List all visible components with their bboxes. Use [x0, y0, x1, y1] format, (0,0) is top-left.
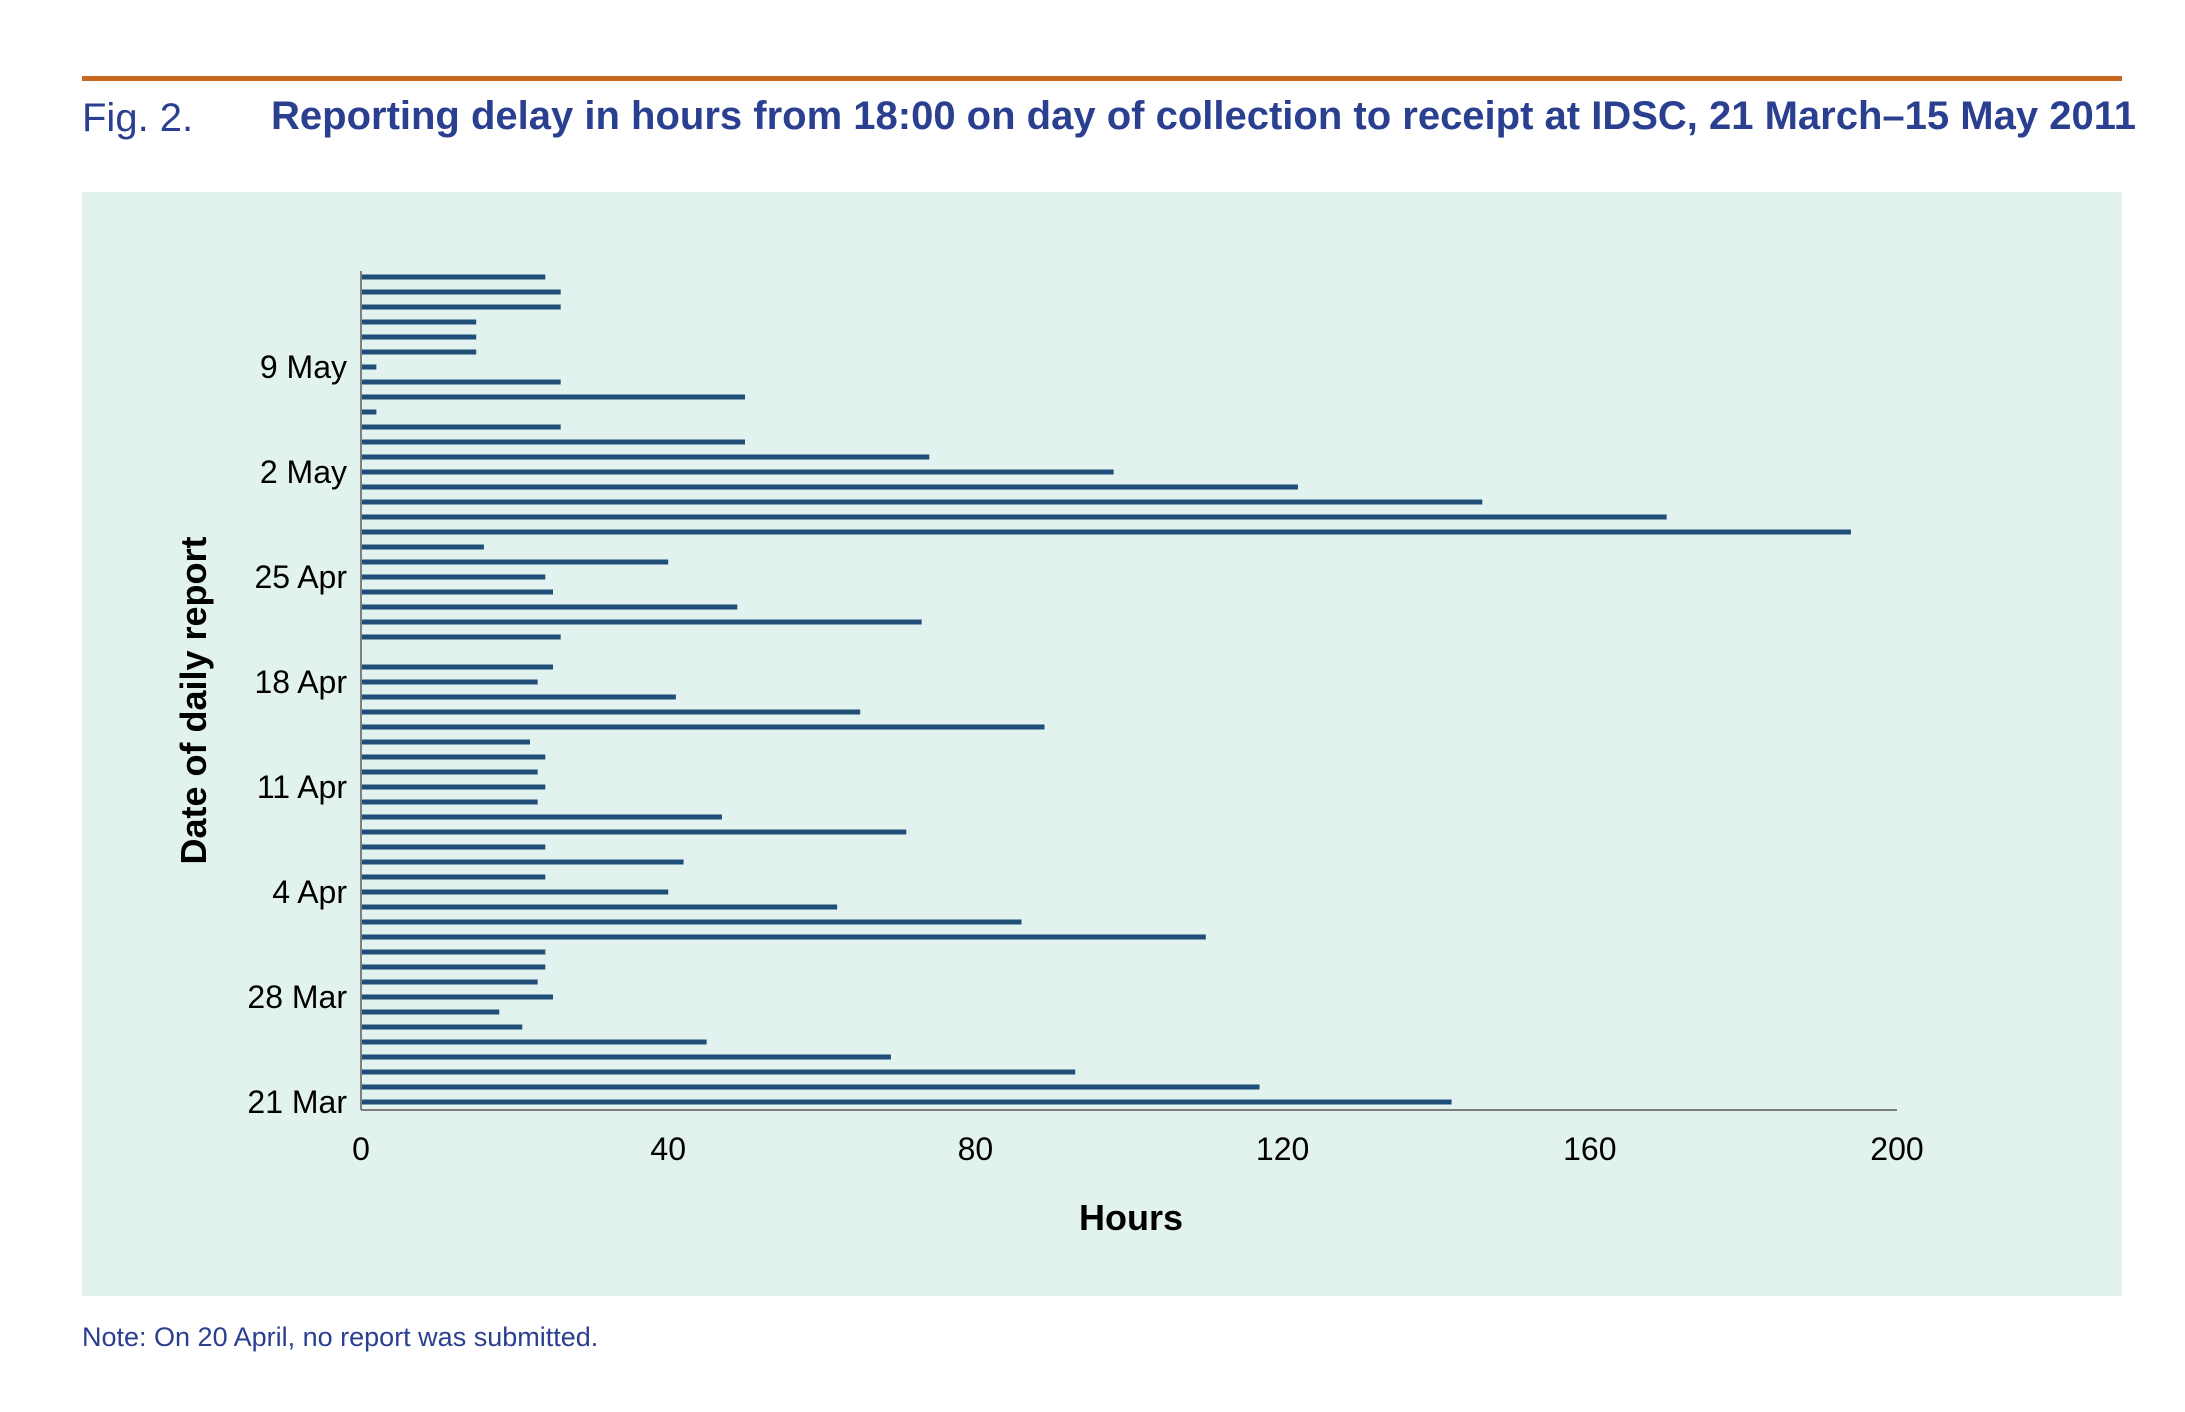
bar-14-apr — [361, 739, 530, 745]
y-tick-label-4-apr: 4 Apr — [272, 874, 347, 910]
y-tick-label-25-apr: 25 Apr — [254, 559, 347, 595]
bar-29-apr — [361, 514, 1667, 520]
bar-26-apr — [361, 559, 669, 565]
bar-7-apr — [361, 844, 546, 850]
y-ticks-group: 21 Mar 28 Mar 4 Apr 11 Apr 18 Apr 25 Apr 2 May… — [247, 349, 347, 1120]
bars-group — [361, 274, 1851, 1105]
bar-30-mar — [361, 964, 546, 970]
bar-12-may — [361, 319, 477, 325]
bar-21-mar — [361, 1099, 1452, 1105]
bar-25-apr — [361, 574, 546, 580]
y-tick-label-2-may: 2 May — [260, 454, 347, 490]
x-tick-label-80: 80 — [958, 1131, 994, 1167]
bar-8-apr — [361, 829, 907, 835]
bar-21-apr — [361, 634, 561, 640]
x-axis-label: Hours — [1079, 1197, 1183, 1238]
bar-3-may — [361, 454, 930, 460]
bar-23-mar — [361, 1069, 1076, 1075]
y-axis-label: Date of daily report — [173, 536, 214, 864]
bar-25-mar — [361, 1039, 707, 1045]
bar-29-mar — [361, 979, 538, 985]
bar-5-may — [361, 424, 561, 430]
y-tick-label-11-apr: 11 Apr — [257, 769, 347, 805]
bar-7-may — [361, 394, 745, 400]
x-tick-label-200: 200 — [1870, 1131, 1923, 1167]
bar-9-apr — [361, 814, 722, 820]
bar-1-may — [361, 484, 1298, 490]
bar-26-mar — [361, 1024, 523, 1030]
bar-30-apr — [361, 499, 1483, 505]
bar-27-apr — [361, 544, 484, 550]
x-tick-label-0: 0 — [352, 1131, 370, 1167]
bar-23-apr — [361, 604, 738, 610]
bar-12-apr — [361, 769, 538, 775]
bar-1-apr — [361, 934, 1206, 940]
bar-15-apr — [361, 724, 1045, 730]
y-tick-label-28-mar: 28 Mar — [247, 979, 347, 1015]
bar-13-may — [361, 304, 561, 310]
bar-24-apr — [361, 589, 553, 595]
bar-16-apr — [361, 709, 861, 715]
bar-22-mar — [361, 1084, 1260, 1090]
figure-title: Reporting delay in hours from 18:00 on d… — [271, 94, 2136, 138]
bar-24-mar — [361, 1054, 891, 1060]
x-tick-label-120: 120 — [1256, 1131, 1309, 1167]
bar-3-apr — [361, 904, 838, 910]
bar-4-may — [361, 439, 745, 445]
bar-11-may — [361, 334, 477, 340]
bar-6-may — [361, 409, 377, 415]
chart-panel: 0 40 80 120 160 200 21 Mar 28 Mar 4 Apr 11 Apr 18… — [82, 192, 2122, 1296]
bar-10-apr — [361, 799, 538, 805]
bar-22-apr — [361, 619, 922, 625]
bar-31-mar — [361, 949, 546, 955]
bar-2-may — [361, 469, 1114, 475]
top-rule — [82, 76, 2122, 81]
bar-9-may — [361, 364, 377, 370]
bar-28-mar — [361, 994, 553, 1000]
bar-28-apr — [361, 529, 1851, 535]
bar-8-may — [361, 379, 561, 385]
bar-17-apr — [361, 694, 676, 700]
y-tick-label-18-apr: 18 Apr — [254, 664, 347, 700]
bar-10-may — [361, 349, 477, 355]
bar-15-may — [361, 274, 546, 280]
x-tick-label-40: 40 — [650, 1131, 686, 1167]
x-ticks-group: 0 40 80 120 160 200 — [352, 1131, 1924, 1167]
figure-label: Fig. 2. — [82, 96, 194, 140]
bar-4-apr — [361, 889, 669, 895]
y-tick-label-9-may: 9 May — [260, 349, 347, 385]
bar-11-apr — [361, 784, 546, 790]
bar-14-may — [361, 289, 561, 295]
bar-27-mar — [361, 1009, 500, 1015]
y-tick-label-21-mar: 21 Mar — [247, 1084, 347, 1120]
bar-chart: 0 40 80 120 160 200 21 Mar 28 Mar 4 Apr 11 Apr 18… — [173, 271, 1924, 1238]
footnote: Note: On 20 April, no report was submitt… — [82, 1322, 599, 1352]
bar-13-apr — [361, 754, 546, 760]
x-tick-label-160: 160 — [1563, 1131, 1616, 1167]
bar-5-apr — [361, 874, 546, 880]
bar-6-apr — [361, 859, 684, 865]
bar-18-apr — [361, 679, 538, 685]
bar-19-apr — [361, 664, 553, 670]
bar-2-apr — [361, 919, 1022, 925]
